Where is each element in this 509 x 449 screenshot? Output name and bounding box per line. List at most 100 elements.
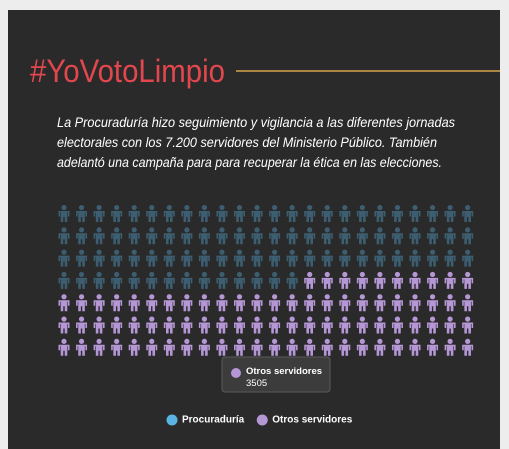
person-icon [321,294,333,312]
person-icon [111,294,123,312]
person-icon [198,338,210,356]
person-icon [198,271,210,289]
person-icon [128,249,140,267]
legend-dot [256,414,268,426]
person-icon [216,205,228,222]
person-icon [391,249,403,267]
person-icon [198,294,210,312]
person-icon [462,205,474,222]
person-icon [163,294,175,312]
person-icon [181,205,193,222]
person-icon [146,338,158,356]
person-icon [304,249,316,267]
person-icon [427,271,439,289]
person-icon [111,271,123,289]
person-icon [216,249,228,267]
person-icon [391,316,403,334]
person-icon [251,249,263,267]
person-icon [409,249,421,267]
person-icon [427,227,439,245]
person-icon [286,227,298,245]
person-icon [444,249,456,267]
tooltip-box [221,356,331,393]
person-icon [76,205,88,222]
person-icon [321,316,333,334]
person-icon [286,271,298,289]
person-icon [163,205,175,222]
person-icon [128,227,140,245]
person-icon [58,227,70,245]
person-icon [76,316,88,334]
person-icon [269,338,281,356]
person-icon [146,205,158,222]
person-icon [216,338,228,356]
person-icon [163,271,175,289]
person-icon [444,271,456,289]
person-icon [321,227,333,245]
person-icon [58,271,70,289]
person-icon [128,338,140,356]
person-icon [251,205,263,222]
person-icon [444,338,456,356]
subtitle-line: La Procuraduría hizo seguimiento y vigil… [57,114,455,130]
person-icon [251,316,263,334]
person-icon [251,271,263,289]
person-icon [321,338,333,356]
person-icon [356,316,368,334]
person-icon [111,205,123,222]
person-icon [391,205,403,222]
person-icon [409,271,421,289]
person-icon [76,249,88,267]
person-icon [427,338,439,356]
legend-label: Procuraduría [182,415,245,426]
tooltip-dot [231,368,241,378]
person-icon [391,227,403,245]
person-icon [462,227,474,245]
person-icon [409,316,421,334]
person-icon [216,316,228,334]
person-icon [286,316,298,334]
person-icon [304,338,316,356]
person-icon [198,316,210,334]
person-icon [216,227,228,245]
person-icon [462,316,474,334]
person-icon [269,316,281,334]
person-icon [216,294,228,312]
person-icon [181,271,193,289]
person-icon [234,205,245,222]
person-icon [269,205,281,222]
person-icon [111,227,123,245]
person-icon [391,271,403,289]
person-icon [462,249,474,267]
subtitle-line: electorales con los 7.200 servidores del… [57,134,437,150]
person-icon [304,271,316,289]
person-icon [234,338,245,356]
person-icon [269,227,281,245]
person-icon [286,205,298,222]
person-icon [234,249,245,267]
person-icon [409,338,421,356]
person-icon [111,249,123,267]
person-icon [234,227,245,245]
person-icon [93,271,105,289]
person-icon [269,294,281,312]
person-icon [286,249,298,267]
person-icon [427,294,439,312]
person-icon [356,338,368,356]
person-icon [339,249,351,267]
person-icon [391,294,403,312]
person-icon [444,294,456,312]
person-icon [356,249,368,267]
person-icon [76,338,88,356]
person-icon [356,205,368,222]
person-icon [93,338,105,356]
subtitle-line: adelantó una campaña para para recuperar… [57,154,442,170]
person-icon [391,338,403,356]
person-icon [409,205,421,222]
person-icon [339,316,351,334]
person-icon [181,249,193,267]
person-icon [93,227,105,245]
person-icon [321,249,333,267]
legend-label: Otros servidores [272,415,352,426]
